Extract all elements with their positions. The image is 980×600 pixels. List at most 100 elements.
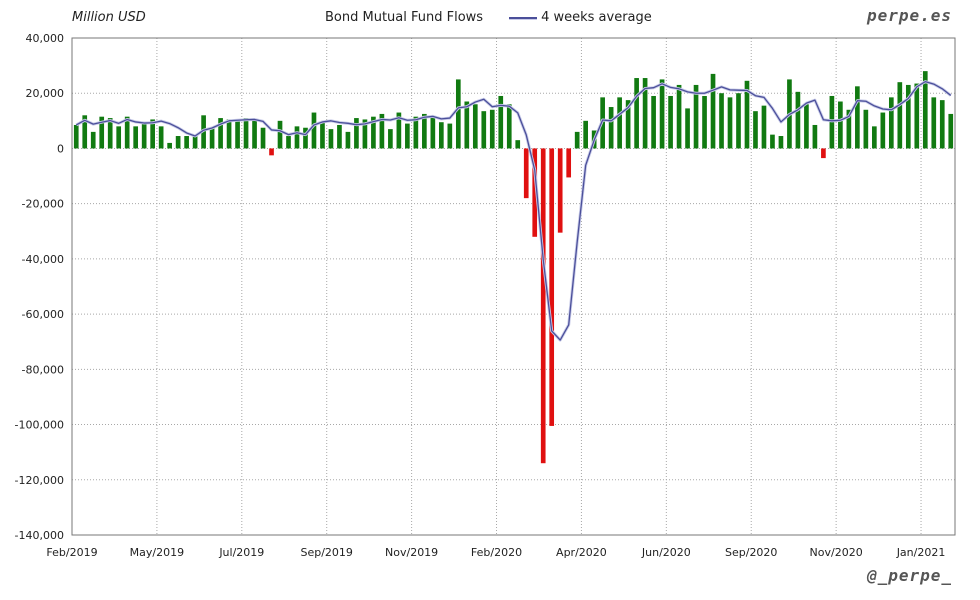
flow-bar <box>396 112 402 149</box>
y-tick-label: -120,000 <box>15 474 64 487</box>
flow-bar <box>659 79 665 149</box>
flow-bar <box>99 116 105 149</box>
flow-bar <box>218 118 223 149</box>
x-tick-label: Apr/2020 <box>556 546 607 559</box>
flow-bar <box>447 123 453 149</box>
flow-bar <box>634 78 639 149</box>
flow-bar <box>124 116 130 149</box>
brand-watermark-top: perpe.es <box>866 6 952 25</box>
flow-bar <box>243 118 249 149</box>
x-tick-label: Feb/2020 <box>471 546 522 559</box>
x-tick-label: Nov/2020 <box>810 546 863 559</box>
flow-bar <box>405 123 410 149</box>
flow-bar <box>532 148 538 237</box>
flow-bar <box>498 95 504 149</box>
bars-layer <box>73 71 954 464</box>
flow-bar <box>812 124 818 149</box>
flow-bar <box>328 129 334 149</box>
flow-bar <box>286 136 291 149</box>
flow-bar <box>311 112 317 149</box>
flow-bar <box>719 93 724 149</box>
flow-bar <box>133 126 139 149</box>
average-line-halo <box>75 80 952 342</box>
x-tick-label: Jul/2019 <box>218 546 264 559</box>
flow-bar <box>107 118 113 149</box>
flow-bar <box>226 119 232 149</box>
grid-layer <box>72 37 955 536</box>
legend-bars-label: Bond Mutual Fund Flows <box>325 10 484 25</box>
plot-frame <box>71 37 956 536</box>
flow-bar <box>804 104 809 149</box>
chart-legend: Bond Mutual Fund Flows 4 weeks average <box>325 10 652 25</box>
flow-bar <box>379 113 385 149</box>
flow-bar <box>914 83 920 149</box>
flow-bar <box>846 109 852 149</box>
flow-bar <box>252 119 257 149</box>
flow-bar <box>922 71 928 149</box>
flow-bar <box>931 97 937 149</box>
flow-bar <box>905 84 911 149</box>
flow-bar <box>566 148 572 178</box>
average-line <box>75 80 952 341</box>
flow-bar <box>710 73 716 149</box>
flow-bar <box>430 116 436 149</box>
flow-bar <box>685 108 690 149</box>
flow-bar <box>303 127 308 149</box>
flow-bar <box>888 97 894 149</box>
x-tick-label: Jan/2021 <box>896 546 946 559</box>
flow-bar <box>73 124 79 149</box>
flow-bar <box>141 122 147 149</box>
flow-bar <box>184 136 189 149</box>
flow-bar <box>388 129 393 149</box>
flow-bar <box>702 95 707 149</box>
flow-bar <box>439 122 444 149</box>
flow-bar <box>116 126 122 149</box>
y-axis-unit-label: Million USD <box>72 10 146 25</box>
flow-bar <box>668 95 673 149</box>
flow-bar <box>872 126 877 149</box>
y-tick-label: -40,000 <box>22 253 64 266</box>
y-tick-label: -60,000 <box>22 308 64 321</box>
flow-bar <box>320 122 325 149</box>
flow-bar <box>489 109 495 149</box>
y-tick-label: 20,000 <box>26 87 65 100</box>
legend-line-label: 4 weeks average <box>541 10 652 25</box>
flow-bar <box>608 107 614 149</box>
flow-bar <box>863 109 869 149</box>
x-tick-label: Jun/2020 <box>641 546 691 559</box>
flow-bar <box>362 119 368 149</box>
flow-bar <box>838 101 843 149</box>
flow-bar <box>515 140 521 149</box>
flow-bar <box>778 136 784 149</box>
line-layer <box>75 80 952 342</box>
flow-bar <box>277 120 283 149</box>
flow-bar <box>727 97 733 149</box>
flow-bar <box>371 116 376 149</box>
flow-bar <box>625 100 631 149</box>
flow-bar <box>294 126 300 149</box>
flow-bar <box>744 80 750 149</box>
flow-bar <box>167 142 172 149</box>
flow-bar <box>90 131 96 149</box>
flow-bar <box>617 97 622 149</box>
flow-bar <box>642 78 648 149</box>
x-tick-label: Sep/2020 <box>725 546 777 559</box>
flow-bar <box>150 119 155 149</box>
flow-bar <box>209 127 215 149</box>
flow-bar <box>795 91 801 149</box>
x-tick-label: May/2019 <box>130 546 184 559</box>
flow-bar <box>481 111 487 149</box>
flow-bar <box>413 116 419 149</box>
flow-bar <box>821 148 826 159</box>
flow-bar <box>557 148 563 233</box>
flow-bar <box>260 127 266 149</box>
flow-bar <box>192 136 198 149</box>
x-tick-label: Sep/2019 <box>300 546 352 559</box>
flow-bar <box>693 84 699 149</box>
flow-bar <box>506 104 512 149</box>
flow-bar <box>574 131 580 149</box>
flow-bar <box>736 93 741 149</box>
flow-bar <box>175 136 181 149</box>
flow-bar <box>770 134 775 149</box>
